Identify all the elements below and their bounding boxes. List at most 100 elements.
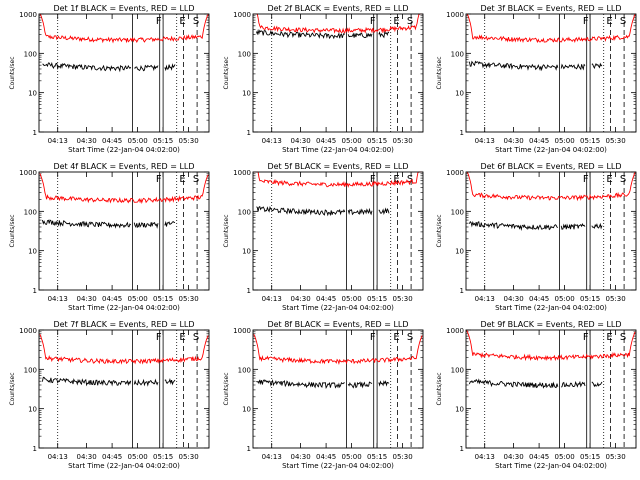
- x-axis-label: Start Time (22-Jan-04 04:02:00): [68, 462, 180, 470]
- y-tick-label: 1: [33, 129, 37, 137]
- x-tick-label: 05:00: [555, 453, 575, 461]
- x-axis-label: Start Time (22-Jan-04 04:02:00): [68, 146, 180, 154]
- events-series-line: [41, 219, 176, 229]
- marker-label: F: [156, 174, 162, 185]
- y-axis-label: Counts/sec: [436, 56, 443, 89]
- marker-label: F: [583, 332, 589, 343]
- x-tick-label: 05:30: [393, 137, 413, 145]
- x-tick-label: 05:15: [580, 137, 600, 145]
- x-tick-label: 04:45: [102, 453, 122, 461]
- x-tick-label: 04:45: [529, 295, 549, 303]
- y-tick-label: 1: [33, 287, 37, 295]
- y-tick-label: 10: [455, 406, 464, 414]
- panel-title: Det 7f BLACK = Events, RED = LLD: [53, 320, 194, 329]
- chart-panel-9: Det 9f BLACK = Events, RED = LLD 1 10 100 10…: [436, 320, 637, 470]
- x-tick-label: 04:13: [475, 295, 495, 303]
- y-tick-label: 1: [460, 287, 464, 295]
- marker-label: E: [606, 16, 612, 27]
- panel-title: Det 3f BLACK = Events, RED = LLD: [480, 4, 621, 13]
- x-tick-label: 05:15: [580, 453, 600, 461]
- x-tick-label: 04:30: [504, 295, 524, 303]
- x-tick-label: 04:45: [529, 453, 549, 461]
- x-tick-label: 05:00: [342, 295, 362, 303]
- x-tick-label: 05:15: [367, 137, 387, 145]
- lld-series-line: [39, 173, 209, 204]
- events-series-line: [468, 220, 603, 231]
- marker-label: F: [370, 174, 376, 185]
- marker-label: E: [393, 16, 399, 27]
- x-axis-label: Start Time (22-Jan-04 04:02:00): [495, 146, 607, 154]
- lld-series-line: [39, 13, 209, 44]
- y-tick-label: 100: [238, 366, 251, 374]
- marker-label: E: [606, 332, 612, 343]
- y-tick-label: 10: [28, 406, 37, 414]
- x-axis-label: Start Time (22-Jan-04 04:02:00): [495, 462, 607, 470]
- marker-label: F: [370, 332, 376, 343]
- x-tick-label: 04:45: [529, 137, 549, 145]
- y-axis-label: Counts/sec: [223, 372, 230, 405]
- x-tick-label: 05:30: [606, 137, 626, 145]
- x-tick-label: 05:30: [606, 295, 626, 303]
- plot-frame: [465, 329, 637, 449]
- x-tick-label: 04:45: [102, 295, 122, 303]
- y-tick-label: 1000: [233, 327, 251, 335]
- x-tick-label: 05:15: [367, 453, 387, 461]
- x-tick-label: 05:15: [153, 137, 173, 145]
- x-tick-label: 04:30: [291, 453, 311, 461]
- panel-title: Det 8f BLACK = Events, RED = LLD: [267, 320, 408, 329]
- plot-frame: [252, 329, 424, 449]
- x-tick-label: 04:13: [48, 295, 68, 303]
- chart-panel-1: Det 1f BLACK = Events, RED = LLD 1 10 100 10…: [9, 4, 210, 154]
- marker-label: S: [407, 332, 413, 343]
- x-tick-label: 04:30: [77, 295, 97, 303]
- x-tick-label: 05:00: [555, 295, 575, 303]
- y-tick-label: 1: [33, 445, 37, 453]
- marker-label: S: [620, 332, 626, 343]
- x-tick-label: 04:30: [504, 453, 524, 461]
- events-series-line: [468, 60, 603, 72]
- x-tick-label: 04:45: [316, 453, 336, 461]
- y-tick-label: 1000: [233, 169, 251, 177]
- panel-title: Det 4f BLACK = Events, RED = LLD: [53, 162, 194, 171]
- x-tick-label: 05:15: [580, 295, 600, 303]
- marker-label: S: [620, 174, 626, 185]
- y-tick-label: 1000: [19, 169, 37, 177]
- y-tick-label: 1: [460, 129, 464, 137]
- plot-frame: [465, 13, 637, 133]
- x-tick-label: 04:13: [262, 137, 282, 145]
- y-axis-label: Counts/sec: [9, 56, 16, 89]
- events-series-line: [255, 28, 390, 40]
- events-series-line: [42, 61, 176, 73]
- y-tick-label: 1: [460, 445, 464, 453]
- x-tick-label: 04:30: [77, 137, 97, 145]
- plot-frame: [38, 329, 210, 449]
- panel-title: Det 9f BLACK = Events, RED = LLD: [480, 320, 621, 329]
- chart-panel-4: Det 4f BLACK = Events, RED = LLD 1 10 100 10…: [9, 162, 210, 312]
- x-tick-label: 04:30: [291, 137, 311, 145]
- x-tick-label: 05:30: [179, 453, 199, 461]
- lld-series-line: [466, 171, 636, 202]
- panel-title: Det 6f BLACK = Events, RED = LLD: [480, 162, 621, 171]
- y-tick-label: 100: [451, 50, 464, 58]
- y-tick-label: 100: [24, 50, 37, 58]
- events-series-line: [41, 376, 176, 387]
- marker-label: F: [583, 16, 589, 27]
- marker-label: F: [370, 16, 376, 27]
- y-tick-label: 1000: [19, 327, 37, 335]
- y-axis-label: Counts/sec: [223, 214, 230, 247]
- x-tick-label: 05:00: [342, 137, 362, 145]
- plot-frame: [252, 13, 424, 133]
- y-tick-label: 1: [247, 445, 251, 453]
- x-tick-label: 04:13: [262, 453, 282, 461]
- x-tick-label: 04:45: [102, 137, 122, 145]
- x-tick-label: 05:15: [367, 295, 387, 303]
- y-axis-label: Counts/sec: [436, 372, 443, 405]
- marker-label: S: [620, 16, 626, 27]
- marker-label: S: [407, 16, 413, 27]
- plot-frame: [252, 171, 424, 291]
- x-tick-label: 05:15: [153, 453, 173, 461]
- y-tick-label: 1: [247, 287, 251, 295]
- x-tick-label: 04:13: [475, 453, 495, 461]
- marker-label: E: [179, 332, 185, 343]
